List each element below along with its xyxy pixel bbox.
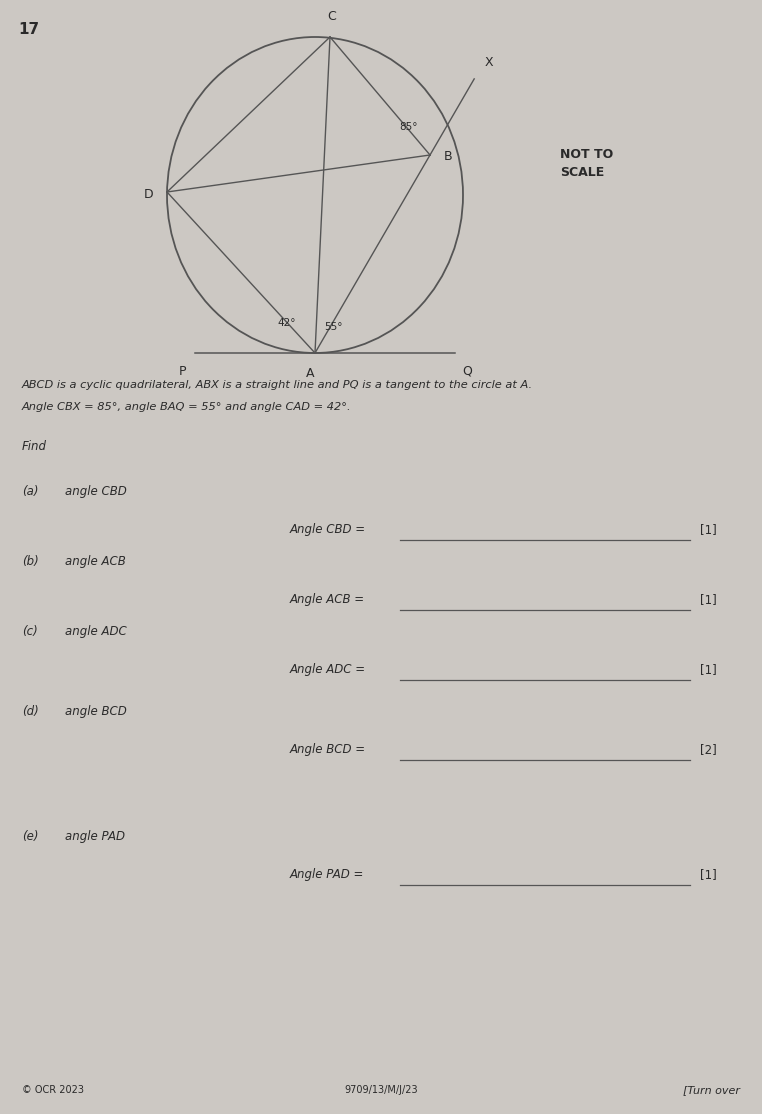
Text: angle CBD: angle CBD: [65, 485, 126, 498]
Text: [Turn over: [Turn over: [683, 1085, 740, 1095]
Text: (e): (e): [22, 830, 39, 843]
Text: Angle ACB =: Angle ACB =: [290, 593, 365, 606]
Text: angle PAD: angle PAD: [65, 830, 125, 843]
Text: angle ADC: angle ADC: [65, 625, 126, 638]
Text: B: B: [444, 150, 453, 164]
Text: 85°: 85°: [399, 123, 418, 131]
Text: (d): (d): [22, 705, 39, 719]
Text: (b): (b): [22, 555, 39, 568]
Text: D: D: [143, 187, 153, 201]
Text: ABCD is a cyclic quadrilateral, ABX is a straight line and PQ is a tangent to th: ABCD is a cyclic quadrilateral, ABX is a…: [22, 380, 533, 390]
Text: © OCR 2023: © OCR 2023: [22, 1085, 84, 1095]
Text: (c): (c): [22, 625, 38, 638]
Text: Angle PAD =: Angle PAD =: [290, 868, 364, 881]
Text: (a): (a): [22, 485, 39, 498]
Text: Angle CBD =: Angle CBD =: [290, 522, 366, 536]
Text: NOT TO
SCALE: NOT TO SCALE: [560, 148, 613, 179]
Text: Find: Find: [22, 440, 47, 453]
Text: [1]: [1]: [700, 522, 717, 536]
Text: 17: 17: [18, 22, 39, 37]
Text: A: A: [306, 367, 314, 380]
Text: C: C: [328, 10, 336, 23]
Text: [1]: [1]: [700, 593, 717, 606]
Text: X: X: [484, 56, 493, 69]
Text: Angle CBX = 85°, angle BAQ = 55° and angle CAD = 42°.: Angle CBX = 85°, angle BAQ = 55° and ang…: [22, 402, 351, 412]
Text: 55°: 55°: [324, 322, 342, 332]
Text: [1]: [1]: [700, 868, 717, 881]
Text: [2]: [2]: [700, 743, 717, 756]
Text: 9709/13/M/J/23: 9709/13/M/J/23: [344, 1085, 418, 1095]
Text: angle ACB: angle ACB: [65, 555, 126, 568]
Text: P: P: [179, 365, 187, 378]
Text: Q: Q: [462, 365, 472, 378]
Text: 42°: 42°: [278, 317, 296, 328]
Text: [1]: [1]: [700, 663, 717, 676]
Text: Angle BCD =: Angle BCD =: [290, 743, 366, 756]
Text: angle BCD: angle BCD: [65, 705, 126, 719]
Text: Angle ADC =: Angle ADC =: [290, 663, 366, 676]
